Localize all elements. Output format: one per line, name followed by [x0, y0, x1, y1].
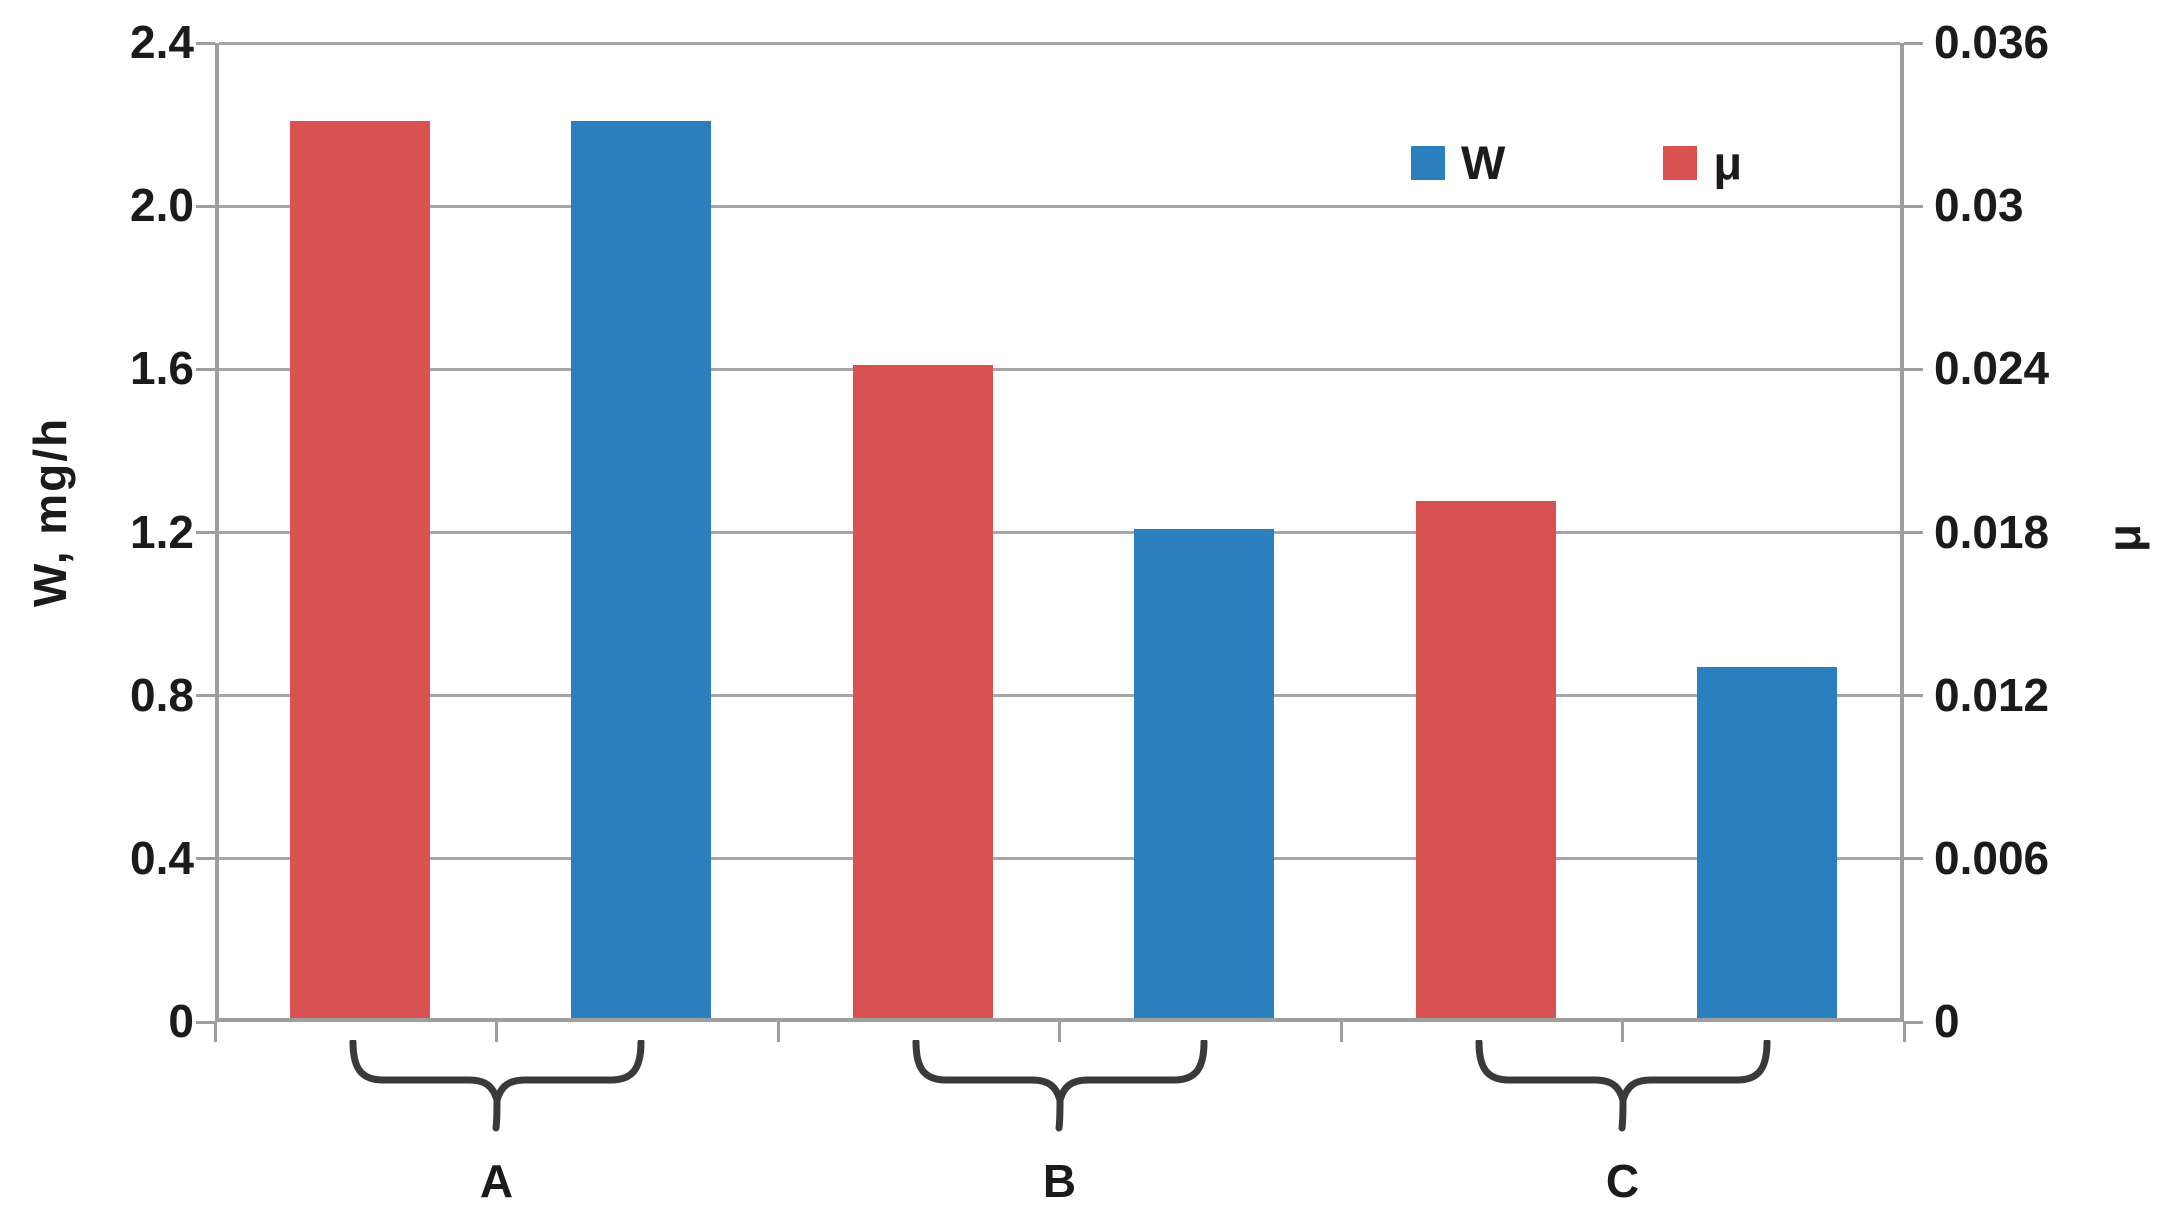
group-label-B: B — [1042, 1155, 1077, 1207]
right-axis-tick-label: 0.006 — [1934, 831, 2050, 884]
x-axis-tick — [1339, 1022, 1343, 1042]
gridline — [219, 41, 1900, 45]
bar-mu-C — [1415, 501, 1556, 1018]
right-axis-tick — [1904, 41, 1923, 45]
left-axis-tick — [196, 857, 215, 861]
left-axis-tick-label: 2.0 — [130, 179, 194, 232]
right-axis-tick — [1904, 1020, 1923, 1024]
x-axis-tick — [1621, 1022, 1624, 1042]
right-axis-tick-label: 0.03 — [1934, 179, 2024, 232]
gridline — [219, 531, 1900, 534]
right-axis-tick-label: 0.018 — [1934, 505, 2050, 558]
legend-swatch-w — [1411, 145, 1445, 180]
right-axis-tick — [1904, 694, 1923, 698]
bar-w-C — [1697, 667, 1838, 1018]
legend-item-w: W — [1411, 139, 1505, 186]
left-axis-tick-label: 1.2 — [130, 505, 194, 558]
x-axis-tick — [213, 1022, 217, 1042]
gridline — [219, 857, 1900, 861]
x-axis-tick — [776, 1022, 780, 1042]
left-axis-tick-label: 0 — [168, 995, 194, 1048]
left-axis-tick — [196, 367, 215, 371]
left-axis-tick — [196, 1020, 215, 1024]
bar-mu-B — [852, 365, 993, 1018]
right-axis-tick-label: 0 — [1934, 995, 1960, 1048]
bar-w-B — [1134, 528, 1275, 1018]
right-axis-tick-label: 0.024 — [1934, 342, 2050, 395]
plot-area: W μ — [215, 41, 1904, 1022]
bar-w-A — [571, 120, 712, 1018]
x-axis-tick — [495, 1022, 498, 1042]
bar-mu-A — [289, 120, 430, 1018]
right-axis-title: μ — [2098, 521, 2150, 553]
legend-label-mu: μ — [1713, 136, 1743, 189]
left-axis-tick — [196, 204, 215, 208]
x-axis-tick — [1058, 1022, 1061, 1042]
gridline — [219, 367, 1900, 371]
right-axis-tick — [1904, 204, 1923, 208]
legend-label-w: W — [1461, 136, 1506, 189]
group-brace — [912, 1040, 1207, 1132]
gridline — [219, 694, 1900, 698]
left-axis-tick-label: 0.8 — [130, 668, 194, 721]
legend-swatch-mu — [1663, 145, 1698, 180]
gridline — [219, 204, 1900, 208]
left-axis-tick — [196, 694, 215, 698]
right-axis-tick — [1904, 531, 1923, 534]
right-axis-tick-label: 0.012 — [1934, 668, 2050, 721]
right-axis-tick — [1904, 857, 1923, 861]
left-axis-tick-label: 1.6 — [130, 342, 194, 395]
group-label-A: A — [479, 1155, 514, 1207]
right-axis-tick-label: 0.036 — [1934, 16, 2050, 69]
x-axis-tick — [1902, 1022, 1906, 1042]
left-axis-tick-label: 2.4 — [130, 16, 194, 69]
left-axis-tick-label: 0.4 — [130, 831, 194, 884]
legend-item-mu: μ — [1663, 139, 1742, 186]
left-axis-title: W, mg/h — [24, 416, 76, 608]
right-axis-tick — [1904, 367, 1923, 371]
left-axis-tick — [196, 531, 215, 534]
group-label-C: C — [1605, 1155, 1640, 1207]
group-brace — [349, 1040, 644, 1132]
group-brace — [1475, 1040, 1770, 1132]
left-axis-tick — [196, 41, 215, 45]
legend: W μ — [1411, 139, 1742, 186]
